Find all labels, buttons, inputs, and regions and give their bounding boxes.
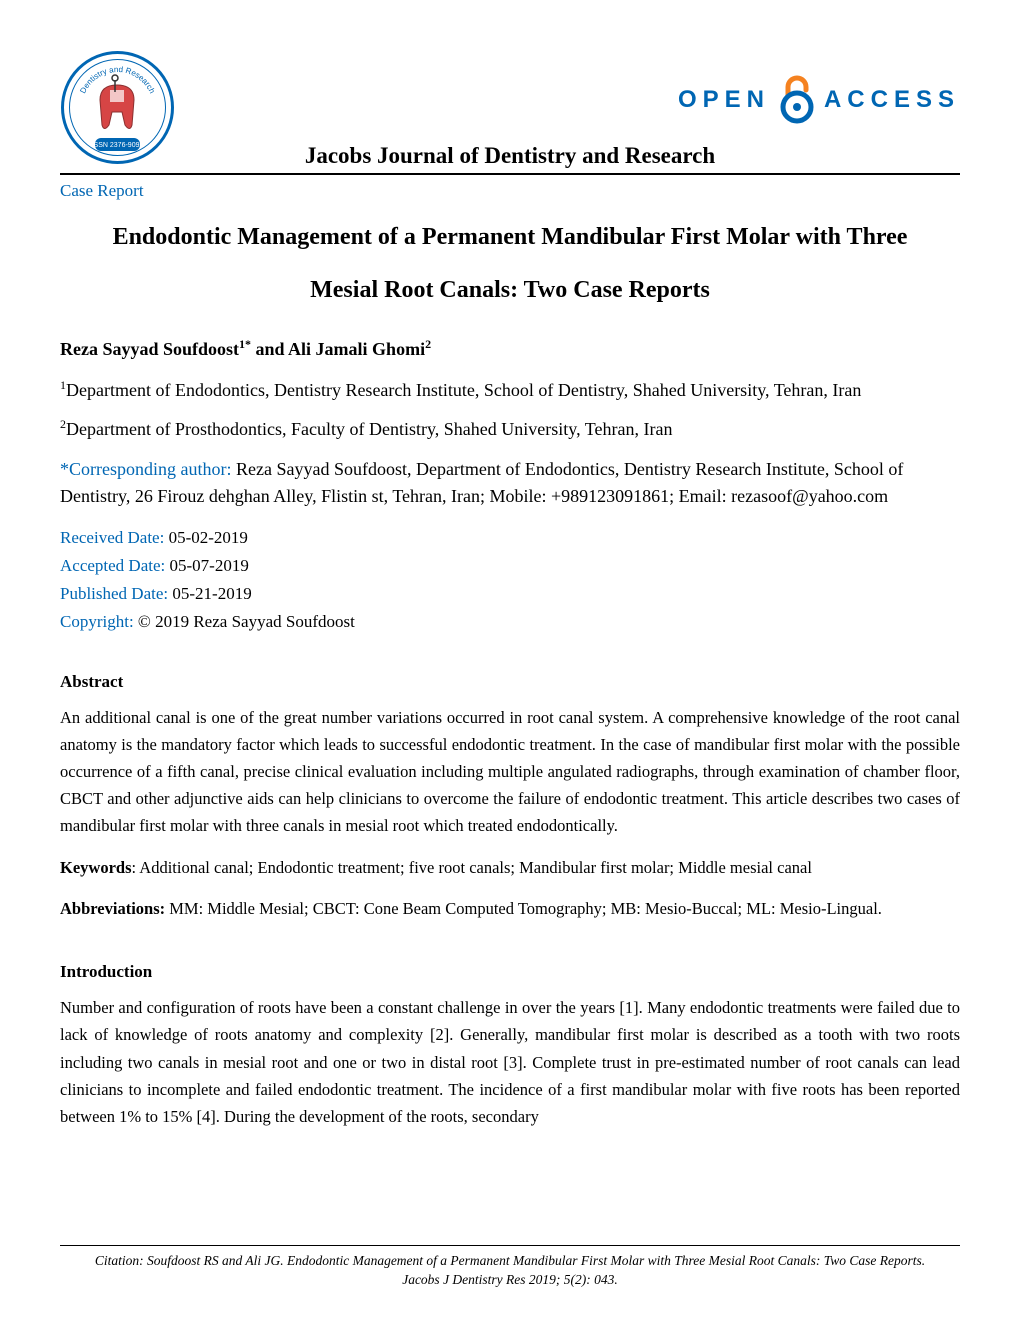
accepted-label: Accepted Date: bbox=[60, 556, 170, 575]
introduction-heading: Introduction bbox=[60, 962, 960, 982]
author-1-sup: 1* bbox=[239, 337, 251, 351]
citation-text: Citation: Soufdoost RS and Ali JG. Endod… bbox=[60, 1252, 960, 1290]
keywords-label: Keywords bbox=[60, 858, 132, 877]
copyright-line: Copyright: © 2019 Reza Sayyad Soufdoost bbox=[60, 612, 960, 632]
copyright-text: © 2019 Reza Sayyad Soufdoost bbox=[138, 612, 355, 631]
affiliation-2: 2Department of Prosthodontics, Faculty o… bbox=[60, 417, 960, 440]
keywords-line: Keywords: Additional canal; Endodontic t… bbox=[60, 854, 960, 881]
received-date-line: Received Date: 05-02-2019 bbox=[60, 528, 960, 548]
published-label: Published Date: bbox=[60, 584, 172, 603]
affiliation-1-text: Department of Endodontics, Dentistry Res… bbox=[66, 380, 861, 400]
corresponding-author: *Corresponding author: Reza Sayyad Soufd… bbox=[60, 456, 960, 510]
keywords-text: : Additional canal; Endodontic treatment… bbox=[132, 858, 812, 877]
article-title-line2: Mesial Root Canals: Two Case Reports bbox=[310, 277, 710, 303]
open-access-text-left: OPEN bbox=[678, 86, 770, 114]
abbreviations-label: Abbreviations: bbox=[60, 899, 169, 918]
received-date: 05-02-2019 bbox=[169, 528, 248, 547]
author-2-sup: 2 bbox=[425, 337, 431, 351]
published-date-line: Published Date: 05-21-2019 bbox=[60, 584, 960, 604]
abstract-heading: Abstract bbox=[60, 672, 960, 692]
citation-line2: Jacobs J Dentistry Res 2019; 5(2): 043. bbox=[402, 1272, 618, 1287]
accepted-date-line: Accepted Date: 05-07-2019 bbox=[60, 556, 960, 576]
affiliation-2-text: Department of Prosthodontics, Faculty of… bbox=[66, 419, 672, 439]
article-title-line1: Endodontic Management of a Permanent Man… bbox=[113, 224, 908, 250]
abbreviations-line: Abbreviations: MM: Middle Mesial; CBCT: … bbox=[60, 895, 960, 922]
accepted-date: 05-07-2019 bbox=[170, 556, 249, 575]
published-date: 05-21-2019 bbox=[172, 584, 251, 603]
journal-logo: Dentistry and Research ISSN 2376-9092 bbox=[60, 50, 175, 165]
author-and: and Ali Jamali Ghomi bbox=[251, 339, 425, 359]
citation-footer: Citation: Soufdoost RS and Ali JG. Endod… bbox=[60, 1245, 960, 1290]
article-type: Case Report bbox=[60, 181, 960, 201]
author-1: Reza Sayyad Soufdoost bbox=[60, 339, 239, 359]
article-title: Endodontic Management of a Permanent Man… bbox=[60, 211, 960, 317]
svg-text:ISSN 2376-9092: ISSN 2376-9092 bbox=[92, 142, 144, 149]
authors-line: Reza Sayyad Soufdoost1* and Ali Jamali G… bbox=[60, 337, 960, 360]
abstract-text: An additional canal is one of the great … bbox=[60, 704, 960, 840]
copyright-label: Copyright: bbox=[60, 612, 138, 631]
open-access-badge: OPEN ACCESS bbox=[678, 75, 960, 125]
journal-title: Jacobs Journal of Dentistry and Research bbox=[60, 143, 960, 169]
citation-divider bbox=[60, 1245, 960, 1246]
corresponding-label: *Corresponding author: bbox=[60, 459, 236, 479]
affiliation-1: 1Department of Endodontics, Dentistry Re… bbox=[60, 378, 960, 401]
header-divider bbox=[60, 173, 960, 175]
open-access-icon bbox=[778, 75, 816, 125]
abbreviations-text: MM: Middle Mesial; CBCT: Cone Beam Compu… bbox=[169, 899, 882, 918]
introduction-text: Number and configuration of roots have b… bbox=[60, 994, 960, 1130]
open-access-text-right: ACCESS bbox=[824, 86, 960, 114]
journal-logo-svg: Dentistry and Research ISSN 2376-9092 bbox=[60, 50, 175, 165]
received-label: Received Date: bbox=[60, 528, 169, 547]
citation-line1: Citation: Soufdoost RS and Ali JG. Endod… bbox=[95, 1253, 925, 1268]
